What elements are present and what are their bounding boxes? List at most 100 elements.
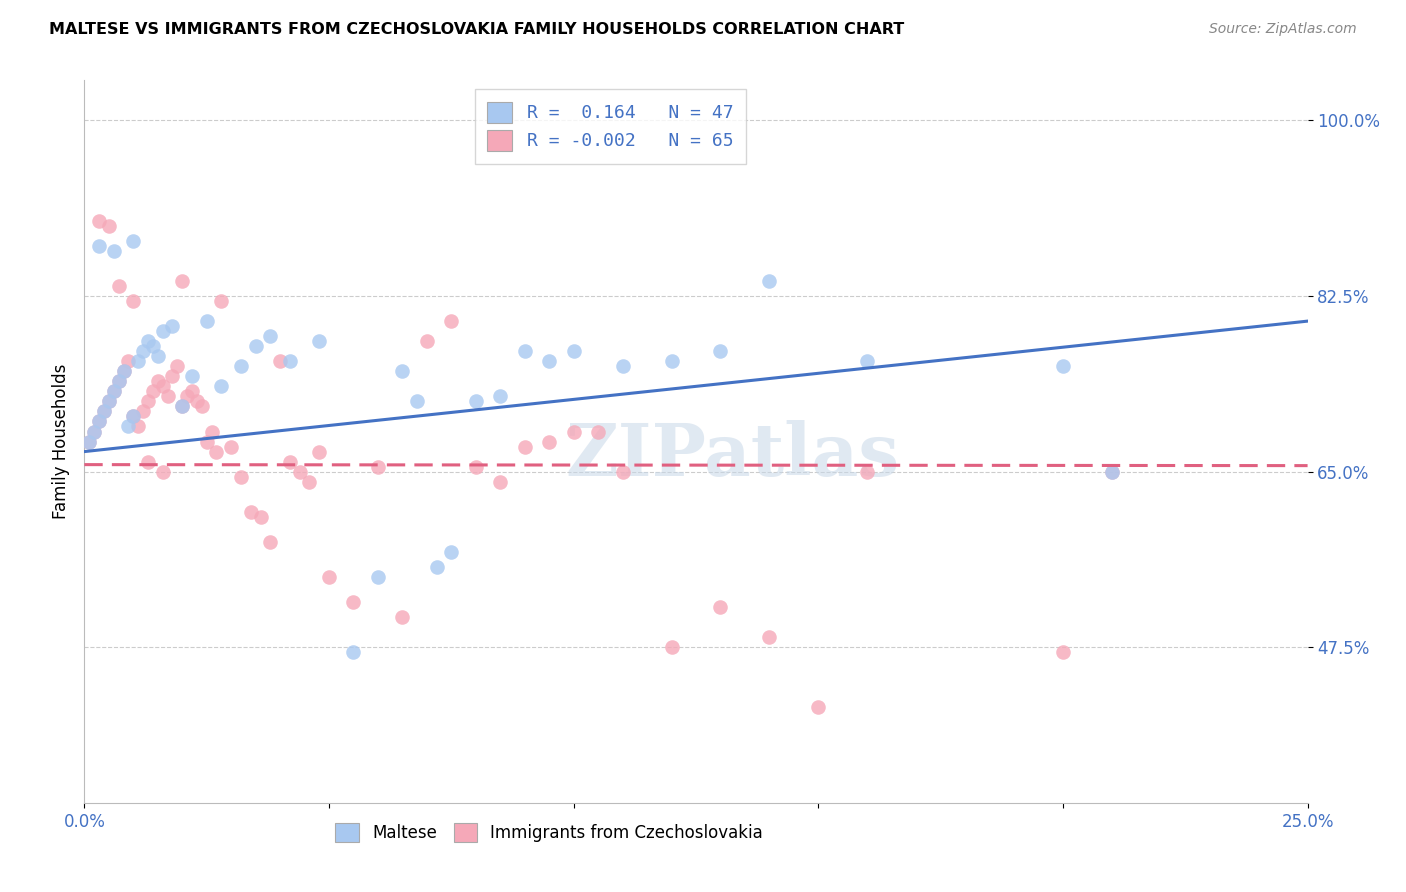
Point [146,349,169,363]
Point [391,364,413,378]
Point [229,359,252,374]
Point [172,274,194,288]
Point [112,364,135,378]
Point [856,465,879,479]
Point [200,425,222,439]
Point [122,293,145,308]
Text: MALTESE VS IMMIGRANTS FROM CZECHOSLOVAKIA FAMILY HOUSEHOLDS CORRELATION CHART: MALTESE VS IMMIGRANTS FROM CZECHOSLOVAKI… [49,22,904,37]
Point [489,475,512,489]
Point [107,279,129,293]
Point [195,434,218,449]
Point [205,444,228,458]
Text: ZIPatlas: ZIPatlas [565,420,900,491]
Point [122,409,145,424]
Point [103,384,125,399]
Point [288,465,311,479]
Point [107,375,129,389]
Point [586,425,609,439]
Point [562,344,585,359]
Point [259,329,281,343]
Point [117,419,139,434]
Point [191,400,214,414]
Point [142,384,165,399]
Point [103,384,125,399]
Point [127,419,149,434]
Point [195,314,218,328]
Point [1052,645,1074,659]
Point [77,434,100,449]
Point [209,293,232,308]
Point [107,375,129,389]
Point [464,394,486,409]
Point [122,409,145,424]
Point [758,274,780,288]
Point [298,475,321,489]
Point [97,219,120,233]
Point [661,354,683,368]
Point [406,394,429,409]
Point [83,425,105,439]
Point [83,425,105,439]
Point [127,354,149,368]
Point [661,640,683,655]
Point [464,459,486,474]
Point [142,339,165,353]
Point [162,319,184,334]
Point [87,213,110,227]
Point [513,440,536,454]
Point [269,354,291,368]
Point [136,394,159,409]
Point [391,610,413,624]
Point [156,389,179,403]
Point [1101,465,1123,479]
Point [245,339,267,353]
Point [538,434,561,449]
Point [87,239,110,253]
Point [93,404,115,418]
Point [77,434,100,449]
Point [146,375,169,389]
Point [513,344,536,359]
Point [87,414,110,428]
Point [278,354,301,368]
Point [342,595,364,609]
Point [136,454,159,469]
Point [172,400,194,414]
Point [162,369,184,384]
Point [97,394,120,409]
Point [318,570,340,584]
Point [136,334,159,348]
Point [176,389,198,403]
Point [367,459,389,474]
Point [93,404,115,418]
Legend: Maltese, Immigrants from Czechoslovakia: Maltese, Immigrants from Czechoslovakia [329,816,769,848]
Point [807,700,830,714]
Point [122,234,145,248]
Text: Source: ZipAtlas.com: Source: ZipAtlas.com [1209,22,1357,37]
Point [152,324,174,338]
Point [440,314,463,328]
Point [97,394,120,409]
Point [758,630,780,644]
Point [856,354,879,368]
Point [1101,465,1123,479]
Point [612,465,634,479]
Point [416,334,439,348]
Point [426,560,449,574]
Point [709,344,731,359]
Point [1052,359,1074,374]
Point [709,600,731,615]
Point [181,369,204,384]
Point [367,570,389,584]
Point [181,384,204,399]
Point [538,354,561,368]
Point [489,389,512,403]
Point [259,535,281,549]
Point [239,505,262,519]
Point [209,379,232,393]
Point [112,364,135,378]
Point [172,400,194,414]
Point [562,425,585,439]
Point [440,545,463,559]
Point [308,334,330,348]
